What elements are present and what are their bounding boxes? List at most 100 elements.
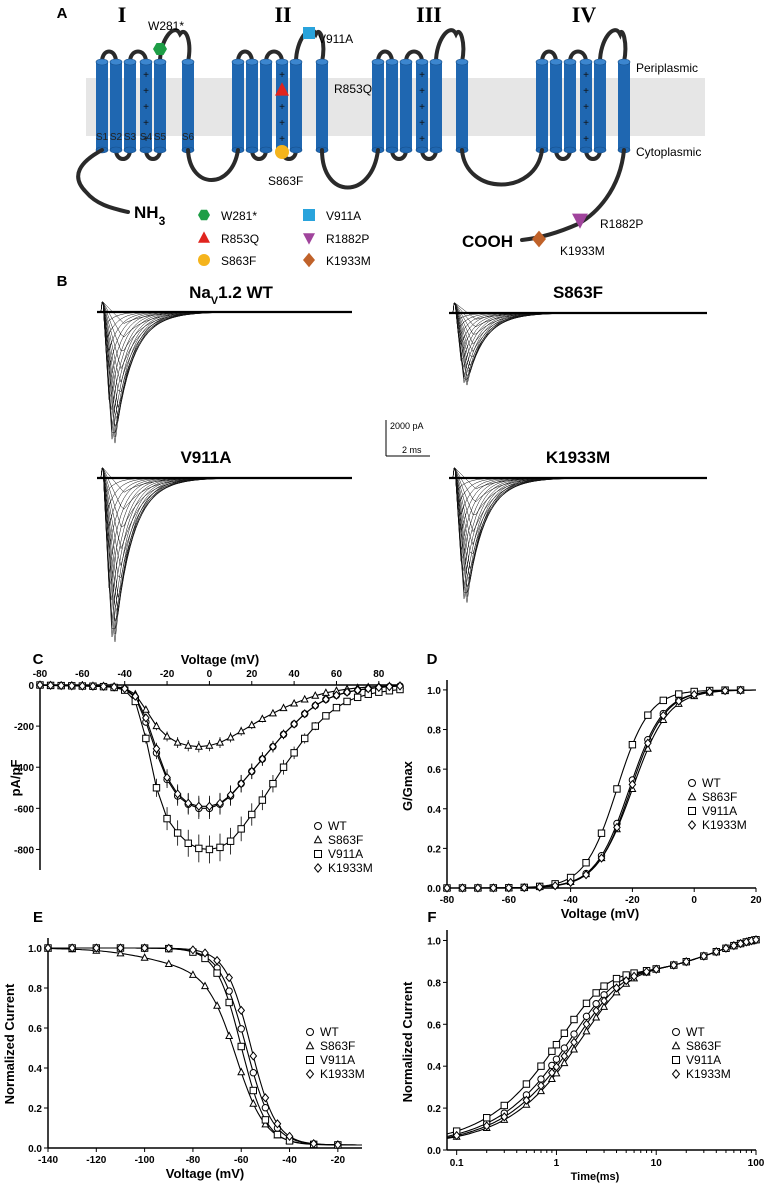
helix-d3-s4-body [416, 62, 428, 150]
n-terminus-subscript: 3 [159, 214, 166, 228]
linker-ii-iii [320, 148, 380, 190]
c-legend-marker-wt [314, 822, 322, 830]
current-trace-1-9 [97, 301, 352, 440]
d-point-k1933m-12 [628, 779, 637, 790]
s4-charge-3-1: + [419, 70, 425, 81]
c-point-s863f-20 [247, 720, 256, 729]
periplasmic-label: Periplasmic [636, 61, 698, 75]
d-legend-label-s863f: S863F [702, 790, 737, 804]
current-trace-4-8 [449, 467, 707, 588]
current-trace-1-3 [97, 301, 352, 351]
d-point-k1933m-9 [582, 870, 590, 880]
c-point-s863f-17 [215, 737, 225, 746]
panel-b-traces: NaV1.2 WT S863F V911A K1933M 2000 pA 2 ms [97, 283, 707, 642]
f-point-s863f-5 [547, 1074, 556, 1082]
s4-charge-1-4: + [143, 118, 149, 129]
d-xtick-label-0: 0 [691, 895, 697, 906]
domain-4: + + + + + [535, 28, 631, 161]
d-point-k1933m-0 [443, 883, 451, 893]
c-point-k1933m-28 [332, 690, 341, 700]
current-trace-1-14 [97, 301, 352, 423]
helix-d4-s4-body [580, 62, 592, 150]
e-point-v911a-9 [225, 998, 233, 1007]
helix-d2-s2-body [246, 62, 258, 150]
f-point-s863f-11 [600, 1002, 609, 1010]
mutation-label-r1882p: R1882P [600, 217, 643, 231]
helix-d4-s3 [563, 58, 577, 154]
f-point-v911a-7 [560, 1029, 569, 1037]
c-point-s863f-26 [311, 691, 320, 699]
helix-d1-s5-body [154, 62, 166, 150]
e-point-s863f-12 [261, 1119, 270, 1128]
f-point-k1933m-19 [699, 951, 708, 961]
current-trace-1-20 [97, 301, 352, 352]
c-ytick-label--200: -200 [14, 722, 34, 733]
c-xlabel: Voltage (mV) [181, 652, 260, 667]
d-point-k1933m-11 [613, 822, 621, 832]
helix-d1-s3 [123, 58, 137, 154]
domain-3: + + + + + [371, 28, 469, 161]
s4-charge-2-1: + [279, 70, 285, 81]
segment-label-s2: S2 [110, 132, 123, 143]
f-point-k1933m-15 [642, 967, 651, 977]
e-point-s863f-4 [140, 953, 149, 961]
c-xtick-label-60: 60 [331, 669, 343, 680]
e-point-wt-11 [249, 1069, 258, 1077]
e-point-wt-10 [237, 1025, 245, 1033]
helix-d2-s6-top [315, 58, 329, 66]
helix-d3-s1-body [372, 62, 384, 150]
f-point-k1933m-4 [537, 1081, 545, 1091]
c-point-k1933m-30 [353, 685, 362, 695]
c-point-k1933m-15 [194, 801, 203, 811]
d-point-v911a-12 [628, 740, 637, 749]
helix-d3-s1-top [371, 58, 385, 66]
domain-1: + + + + + [95, 28, 195, 161]
pore-loop-4 [598, 28, 628, 64]
f-legend-marker-wt [672, 1028, 680, 1036]
segment-label-s3: S3 [124, 132, 137, 143]
scale-bar-time-label: 2 ms [402, 445, 422, 455]
current-trace-2-3 [449, 302, 707, 335]
c-point-s863f-22 [268, 708, 277, 717]
trace-panel-4: K1933M [449, 448, 707, 603]
legend-marker-s863f [198, 254, 210, 266]
helix-d1-s4-top [139, 58, 153, 66]
current-trace-4-12 [449, 467, 707, 597]
d-point-k1933m-15 [674, 696, 683, 706]
current-trace-4-3 [449, 467, 707, 515]
e-ytick-label-0: 0.0 [28, 1144, 42, 1155]
current-trace-4-9 [449, 467, 707, 599]
e-point-v911a-8 [213, 969, 221, 977]
f-point-k1933m-13 [622, 976, 631, 986]
current-trace-4-17 [449, 467, 707, 555]
segment-label-s6: S6 [182, 132, 195, 143]
c-point-k1933m-9 [131, 691, 140, 701]
d-point-k1933m-4 [504, 883, 513, 893]
d-point-v911a-11 [613, 785, 621, 793]
f-point-s863f-10 [592, 1012, 601, 1021]
trace-title-1: NaV1.2 WT [189, 283, 273, 307]
f-point-wt-10 [592, 1000, 600, 1008]
s4-charge-4-5: + [583, 134, 589, 145]
f-point-k1933m-2 [500, 1112, 509, 1122]
c-point-k1933m-0 [36, 680, 44, 690]
e-point-k1933m-14 [285, 1131, 294, 1141]
helix-d1-s5-bottom [153, 146, 167, 154]
f-point-s863f-9 [582, 1026, 591, 1035]
d-legend-marker-s863f [687, 792, 697, 801]
chart-d: -80 -60 -40 -20 0 20 0.0 0.2 0.4 0.6 0.8 1.0 Voltage… [400, 680, 762, 921]
chart-e: -140 -120 -100 -80 -60 -40 -20 0.0 0.2 0.4 0.6 0.8 1… [2, 938, 365, 1181]
s4-charge-1-1: + [143, 70, 149, 81]
current-trace-1-21 [97, 301, 352, 338]
helix-d2-s2 [245, 58, 259, 154]
f-xtick-label-10: 10 [651, 1158, 663, 1169]
scale-bar: 2000 pA 2 ms [385, 420, 430, 457]
helix-d4-s6-body [618, 62, 630, 150]
trace-title-4: K1933M [546, 448, 610, 467]
c-legend-label-k1933m: K1933M [328, 861, 373, 875]
helix-d2-s5-body [290, 62, 302, 150]
current-trace-1-15 [97, 301, 352, 419]
linker-i-ii [186, 148, 240, 182]
d-legend-label-v911a: V911A [702, 804, 737, 818]
helix-d4-s1-body [536, 62, 548, 150]
